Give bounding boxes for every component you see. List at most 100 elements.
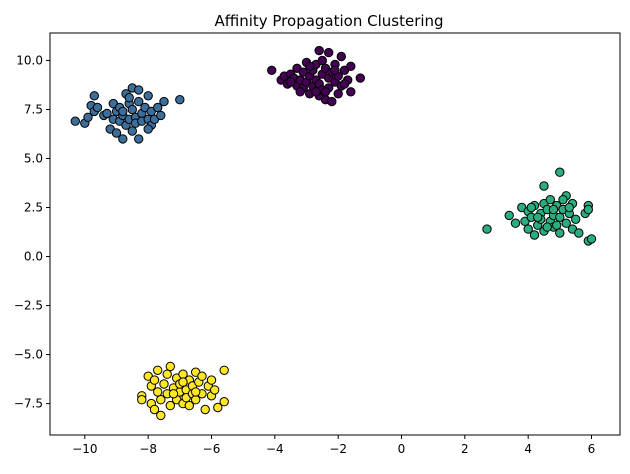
- data-point: [555, 228, 565, 238]
- data-point: [89, 91, 100, 101]
- points-layer: [70, 45, 597, 421]
- data-point: [330, 65, 340, 76]
- data-point: [583, 204, 593, 215]
- data-point: [529, 230, 540, 240]
- data-point: [542, 222, 552, 232]
- data-point: [482, 224, 492, 234]
- data-point: [127, 104, 138, 115]
- data-point: [156, 395, 166, 405]
- data-point: [153, 102, 163, 113]
- data-point: [339, 79, 350, 89]
- data-point: [311, 87, 321, 97]
- data-point: [118, 106, 128, 117]
- data-point: [168, 389, 179, 399]
- data-point: [153, 387, 163, 397]
- data-point: [118, 134, 128, 144]
- data-point: [295, 87, 305, 97]
- data-point: [286, 77, 296, 87]
- data-point: [102, 108, 112, 119]
- data-point: [533, 212, 543, 223]
- data-point: [165, 361, 176, 372]
- chart-title: Affinity Propagation Clustering: [214, 12, 443, 30]
- data-point: [504, 210, 514, 221]
- data-point: [346, 87, 356, 97]
- y-tick-label: 0.0: [24, 250, 43, 264]
- y-tick-label: 7.5: [24, 102, 43, 116]
- data-point: [555, 212, 565, 223]
- data-point: [574, 228, 584, 238]
- x-tick-label: 4: [524, 442, 532, 456]
- data-point: [156, 410, 166, 421]
- data-point: [149, 404, 160, 415]
- data-point: [165, 400, 176, 411]
- data-point: [219, 365, 229, 375]
- data-point: [149, 375, 160, 385]
- data-point: [153, 365, 163, 375]
- data-point: [134, 134, 144, 144]
- data-point: [143, 124, 153, 134]
- data-point: [324, 47, 334, 58]
- data-point: [137, 395, 147, 405]
- x-tick-label: −4: [266, 442, 284, 456]
- y-tick-label: 2.5: [24, 201, 43, 215]
- data-point: [134, 96, 144, 107]
- data-point: [210, 385, 220, 395]
- y-tick-label: −5.0: [14, 348, 43, 362]
- x-tick-label: 2: [461, 442, 469, 456]
- data-point: [191, 387, 201, 397]
- data-point: [510, 218, 521, 228]
- data-point: [206, 375, 217, 385]
- data-point: [586, 234, 597, 244]
- x-tick-label: 0: [398, 442, 406, 456]
- x-tick-label: 6: [588, 442, 596, 456]
- data-point: [552, 220, 562, 230]
- data-point: [333, 89, 343, 99]
- x-tick-label: −6: [203, 442, 221, 456]
- data-point: [561, 218, 571, 228]
- data-point: [314, 45, 324, 56]
- data-point: [558, 195, 568, 205]
- data-point: [564, 202, 574, 213]
- data-point: [184, 400, 195, 411]
- y-tick-label: −2.5: [14, 299, 43, 313]
- data-point: [143, 91, 153, 101]
- cluster-4: [137, 361, 229, 421]
- cluster-1: [267, 45, 365, 107]
- data-point: [523, 224, 533, 234]
- y-tick-label: 5.0: [24, 152, 43, 166]
- data-point: [571, 214, 581, 225]
- data-point: [162, 369, 172, 379]
- data-point: [200, 404, 210, 415]
- data-point: [327, 96, 337, 107]
- data-point: [548, 204, 559, 215]
- data-point: [159, 379, 169, 389]
- data-point: [267, 65, 277, 76]
- data-point: [317, 55, 327, 66]
- data-point: [526, 202, 536, 213]
- cluster-2: [70, 83, 185, 144]
- y-tick-label: −7.5: [14, 397, 43, 411]
- data-point: [175, 95, 185, 105]
- data-point: [197, 371, 207, 381]
- cluster-3: [482, 167, 597, 246]
- data-point: [70, 116, 81, 126]
- data-point: [355, 73, 365, 83]
- data-point: [539, 181, 549, 191]
- plot-frame: [49, 32, 621, 436]
- y-tick-label: 10.0: [16, 53, 43, 67]
- data-point: [134, 85, 144, 95]
- data-point: [213, 402, 223, 413]
- axes-layer: −10 −8 −6 −4 −2 0 2 4 6 −7.5 −5.0 −2.5 0.0 2.5 5.0 7.5 1…: [14, 32, 621, 456]
- data-point: [545, 195, 555, 205]
- data-point: [124, 93, 134, 103]
- data-point: [346, 61, 356, 72]
- data-point: [159, 96, 169, 107]
- data-point: [83, 112, 93, 123]
- data-point: [320, 87, 331, 97]
- data-point: [219, 397, 229, 407]
- data-point: [555, 167, 565, 177]
- x-tick-label: −8: [139, 442, 157, 456]
- x-tick-label: −10: [72, 442, 97, 456]
